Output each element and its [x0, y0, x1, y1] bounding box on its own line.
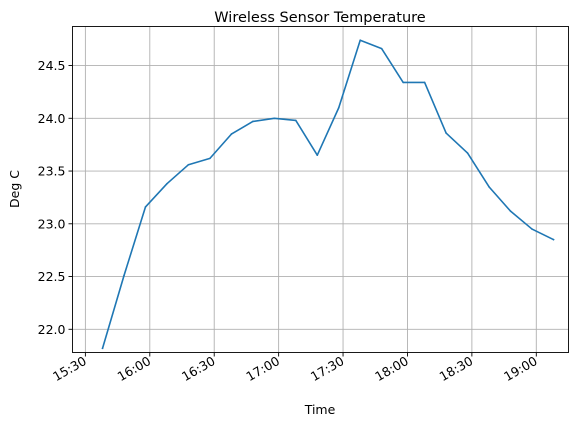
x-tick-label: 16:30 — [179, 353, 218, 384]
data-point — [209, 157, 211, 160]
x-tick-label: 15:30 — [50, 353, 89, 384]
data-point — [295, 119, 297, 122]
x-tick-label: 18:00 — [372, 353, 411, 384]
data-point — [166, 182, 168, 185]
series-layer — [101, 39, 555, 350]
axis-ticks: 15:30 16:00 16:30 17:00 17:30 18:00 18:30 19:00… — [38, 58, 540, 384]
data-point — [380, 47, 383, 50]
data-point — [316, 154, 319, 157]
x-tick-label: 18:30 — [437, 353, 476, 384]
y-axis-label: Deg C — [7, 170, 22, 208]
x-tick-label: 17:30 — [308, 353, 347, 384]
data-point — [187, 163, 190, 166]
y-tick-label: 22.5 — [38, 269, 66, 284]
chart-title: Wireless Sensor Temperature — [214, 10, 426, 26]
y-tick-label: 24.5 — [38, 58, 66, 73]
data-point — [552, 238, 555, 241]
temperature-series-line — [101, 39, 555, 350]
data-point — [488, 186, 490, 188]
data-point — [445, 132, 447, 134]
data-point — [230, 133, 233, 135]
x-tick-label: 19:00 — [501, 353, 540, 384]
data-point — [337, 106, 340, 109]
data-point — [402, 81, 404, 84]
data-point — [101, 347, 104, 350]
y-tick-label: 23.5 — [38, 164, 66, 179]
y-tick-label: 22.0 — [38, 322, 66, 337]
data-point — [509, 210, 512, 212]
data-point — [423, 81, 426, 84]
data-point — [531, 228, 533, 230]
data-point — [252, 120, 254, 123]
y-tick-label: 24.0 — [38, 111, 66, 126]
data-point — [144, 206, 147, 208]
x-tick-label: 16:00 — [115, 353, 154, 384]
x-tick-label: 17:00 — [243, 353, 282, 384]
plot-frame — [72, 26, 569, 353]
data-point — [273, 117, 276, 120]
data-point — [123, 274, 125, 277]
data-point — [359, 39, 362, 42]
data-point — [466, 152, 469, 154]
y-tick-label: 23.0 — [38, 216, 66, 231]
grid — [72, 26, 569, 353]
x-axis-label: Time — [304, 402, 336, 417]
